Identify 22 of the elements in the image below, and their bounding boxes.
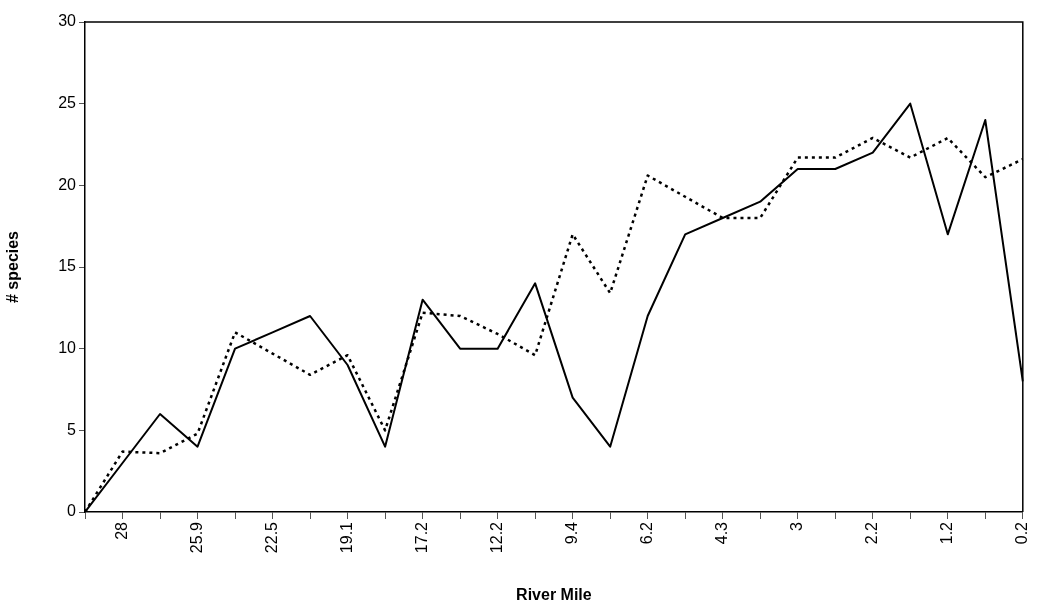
x-tick-label: 2.2 [863, 521, 881, 545]
y-tick-label: 20 [58, 175, 77, 193]
x-tick-label: 22.5 [262, 521, 280, 554]
x-tick-label: 3 [788, 521, 806, 531]
y-axis-title: # species [4, 230, 22, 304]
y-tick-label: 5 [67, 420, 77, 438]
x-axis-title: River Mile [516, 585, 592, 603]
y-tick-label: 15 [58, 257, 77, 275]
x-tick-label: 0.2 [1013, 521, 1031, 545]
x-tick-label: 4.3 [713, 521, 731, 545]
x-tick-label: 25.9 [187, 521, 205, 554]
x-tick-label: 17.2 [413, 521, 431, 554]
y-tick-label: 0 [67, 502, 77, 520]
x-tick-label: 6.2 [638, 521, 656, 545]
x-tick-label: 19.1 [337, 521, 355, 554]
x-tick-label: 28 [112, 521, 130, 540]
y-tick-label: 10 [58, 339, 77, 357]
x-tick-label: 12.2 [488, 521, 506, 554]
y-tick-label: 25 [58, 94, 77, 112]
y-tick-label: 30 [58, 12, 77, 30]
x-tick-label: 1.2 [938, 521, 956, 545]
x-tick-label: 9.4 [563, 521, 581, 545]
